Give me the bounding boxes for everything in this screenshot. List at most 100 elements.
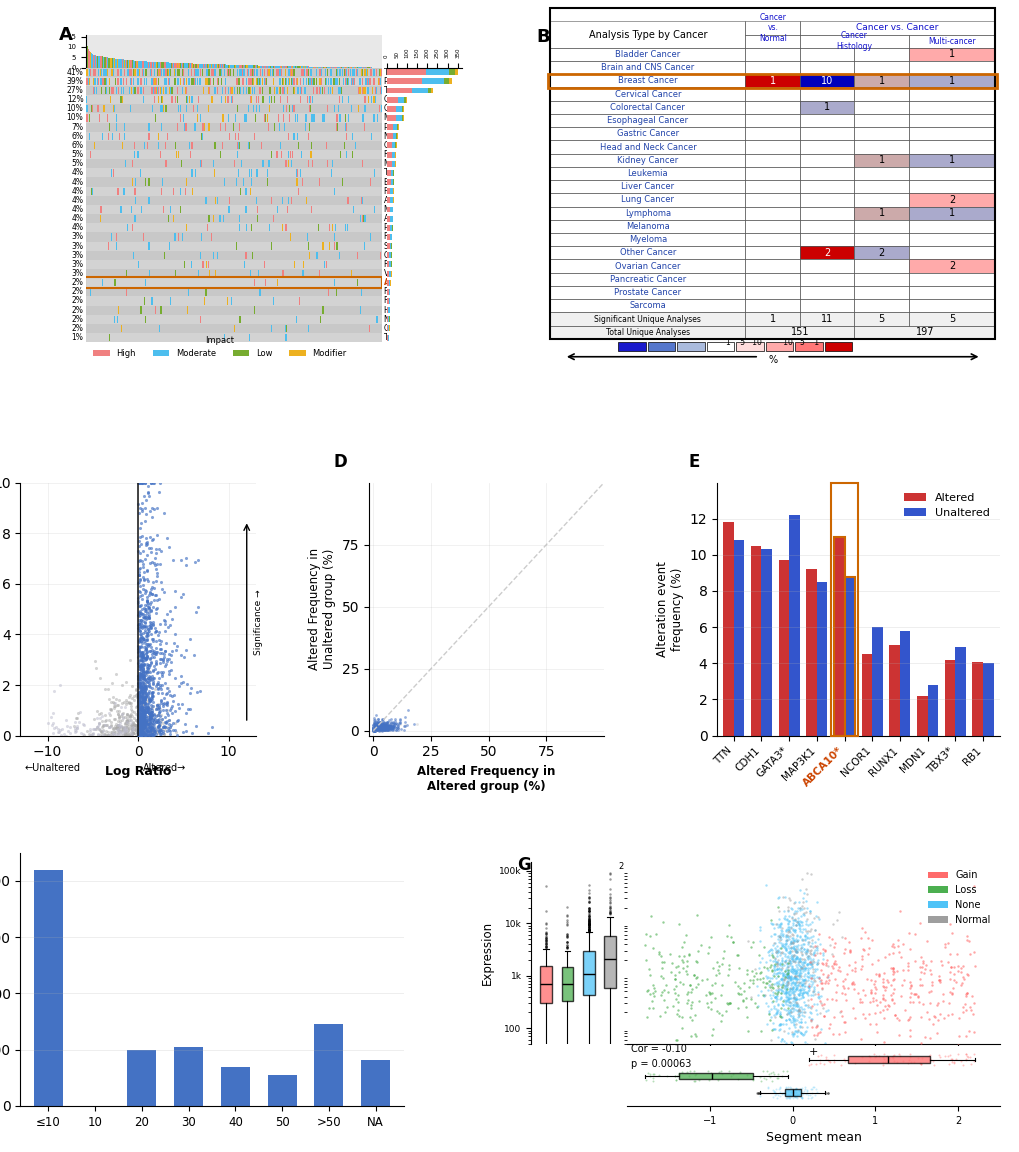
Bar [224, 77, 225, 85]
Point [372, 719, 388, 737]
Point [148, 722, 164, 741]
Point [782, 979, 798, 998]
Point [901, 993, 917, 1011]
Point [131, 629, 148, 647]
Point [109, 726, 125, 744]
X-axis label: Altered Frequency in
Altered group (%): Altered Frequency in Altered group (%) [417, 765, 555, 793]
Point [132, 708, 149, 727]
Point [379, 719, 395, 737]
Point [370, 719, 386, 737]
Point [368, 721, 384, 740]
Point [144, 703, 160, 721]
Point [780, 990, 796, 1008]
Point [755, 986, 771, 1005]
Text: VWF: VWF [383, 270, 400, 278]
Text: ERBB2: ERBB2 [383, 177, 409, 187]
Bar [389, 243, 391, 249]
Point [856, 1008, 872, 1026]
Text: FBXW7: FBXW7 [383, 287, 411, 296]
Bar [272, 297, 274, 304]
Bar [279, 86, 280, 94]
Point [130, 619, 147, 637]
Point [791, 916, 807, 934]
Point [791, 1017, 807, 1036]
Point [797, 925, 813, 943]
Bar [210, 233, 212, 241]
Point [389, 715, 406, 734]
Point [136, 668, 152, 687]
Point [381, 715, 397, 734]
Point [791, 964, 807, 983]
Point [142, 722, 158, 741]
Point [133, 590, 150, 608]
Point [765, 949, 782, 968]
Bar [733, 540, 744, 736]
Point [130, 503, 147, 522]
Point [782, 982, 798, 1000]
Point [812, 971, 828, 990]
Text: Gastric Cancer: Gastric Cancer [616, 129, 679, 138]
Point [369, 720, 385, 738]
Bar [337, 69, 338, 76]
Point [894, 961, 910, 979]
Point [122, 711, 139, 729]
Point [130, 637, 147, 655]
Point [366, 719, 382, 737]
Point [137, 700, 153, 719]
Point [130, 692, 147, 711]
Point [131, 559, 148, 577]
Point [130, 563, 147, 582]
Point [130, 726, 147, 744]
Bar [316, 251, 317, 259]
Point [144, 645, 160, 664]
Point [380, 717, 396, 735]
Point [136, 649, 152, 667]
Point [165, 551, 181, 569]
Point [682, 1062, 698, 1081]
Bar [86, 131, 381, 141]
Point [800, 929, 816, 947]
Point [781, 990, 797, 1008]
Point [132, 714, 149, 733]
Point [782, 1006, 798, 1024]
Bar [208, 215, 209, 222]
Point [789, 926, 805, 945]
Point [130, 677, 147, 696]
Point [797, 1022, 813, 1040]
Point [160, 705, 176, 723]
Bar [288, 69, 289, 76]
Point [924, 1015, 941, 1033]
Point [375, 719, 391, 737]
Point [957, 1001, 973, 1020]
Point [89, 708, 105, 727]
Point [737, 988, 753, 1007]
Point [806, 946, 822, 964]
Point [782, 1078, 798, 1097]
Point [382, 719, 398, 737]
Point [369, 721, 385, 740]
Point [809, 908, 825, 926]
Point [369, 718, 385, 736]
Point [370, 718, 386, 736]
Point [791, 920, 807, 939]
Point [793, 1024, 809, 1043]
Point [143, 601, 159, 620]
Point [83, 722, 99, 741]
Point [930, 971, 947, 990]
Point [139, 647, 155, 666]
Point [384, 719, 400, 737]
Point [825, 1007, 842, 1025]
Point [764, 998, 781, 1016]
Point [793, 984, 809, 1002]
Point [122, 707, 139, 726]
Bar [550, 312, 745, 326]
Point [366, 717, 382, 735]
Point [130, 688, 147, 706]
Point [372, 715, 388, 734]
Point [121, 722, 138, 741]
Point [367, 720, 383, 738]
Point [366, 721, 382, 740]
Point [782, 1083, 798, 1101]
Bar [186, 77, 187, 85]
Point [762, 976, 779, 994]
